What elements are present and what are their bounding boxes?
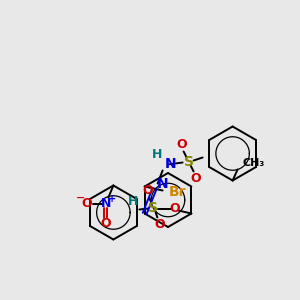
Text: S: S	[148, 200, 158, 214]
Text: O: O	[81, 197, 92, 210]
Text: H: H	[152, 148, 162, 161]
Text: O: O	[176, 138, 187, 151]
Text: O: O	[154, 218, 165, 231]
Text: O: O	[169, 202, 180, 215]
Text: −: −	[76, 193, 85, 202]
Text: O: O	[190, 172, 201, 185]
Text: O: O	[142, 184, 153, 197]
Text: H: H	[128, 195, 138, 208]
Text: N: N	[165, 158, 176, 172]
Text: CH₃: CH₃	[243, 158, 265, 167]
Text: N: N	[157, 178, 168, 191]
Text: S: S	[184, 154, 194, 169]
Text: Br: Br	[169, 184, 186, 199]
Text: +: +	[108, 194, 116, 203]
Text: N: N	[101, 197, 112, 210]
Text: O: O	[100, 217, 111, 230]
